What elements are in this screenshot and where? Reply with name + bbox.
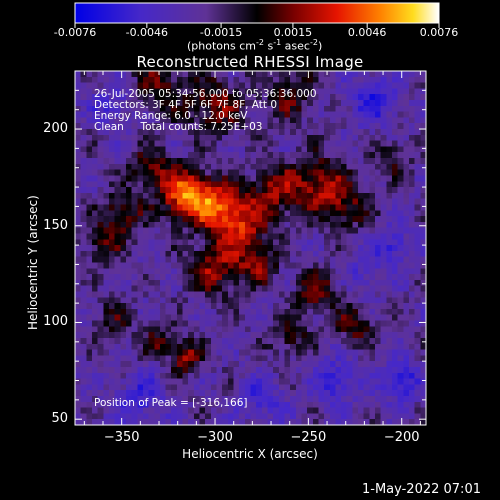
y-tick-label: 150 [43, 217, 68, 233]
plot-frame [74, 70, 427, 426]
colorbar-tick-label: -0.0015 [199, 26, 243, 39]
x-tick-label: −200 [383, 430, 420, 445]
x-axis-label: Heliocentric X (arcsec) [182, 447, 318, 461]
x-tick-label: −300 [197, 430, 233, 445]
y-tick-label: 100 [43, 314, 68, 330]
y-tick-label: 50 [51, 411, 68, 427]
colorbar-tick-label: 0.0015 [273, 26, 313, 39]
colorbar-tick-label: -0.0046 [125, 26, 169, 39]
annotation-detectors: Detectors: 3F 4F 5F 6F 7F 8F, Att 0 [94, 99, 278, 111]
y-tick-label: 200 [43, 121, 68, 137]
colorbar-tick-label: -0.0076 [53, 26, 97, 39]
colorbar-tick-label: 0.0076 [419, 26, 459, 39]
timestamp-stamp: 1-May-2022 07:01 [362, 482, 481, 497]
plot-title: Reconstructed RHESSI Image [136, 53, 364, 71]
heatmap-image [75, 71, 426, 425]
annotation-total-counts: Clean Total counts: 7.25E+03 [94, 121, 263, 133]
y-axis-label: Heliocentric Y (arcsec) [26, 195, 40, 330]
colorbar-axis [74, 2, 440, 28]
x-tick-label: −350 [103, 430, 140, 445]
annotation-peak-position: Position of Peak = [-316,166] [94, 397, 248, 409]
annotation-energy-range: Energy Range: 6.0 - 12.0 keV [94, 110, 248, 122]
x-tick-label: −250 [290, 430, 327, 445]
annotation-time-range: 26-Jul-2005 05:34:56.000 to 05:36:36.000 [94, 88, 317, 100]
colorbar [75, 3, 439, 23]
colorbar-unit-label: (photons cm-2 s-1 asec-2) [187, 38, 323, 53]
colorbar-tick-label: 0.0046 [347, 26, 387, 39]
colorbar-frame [74, 2, 440, 24]
